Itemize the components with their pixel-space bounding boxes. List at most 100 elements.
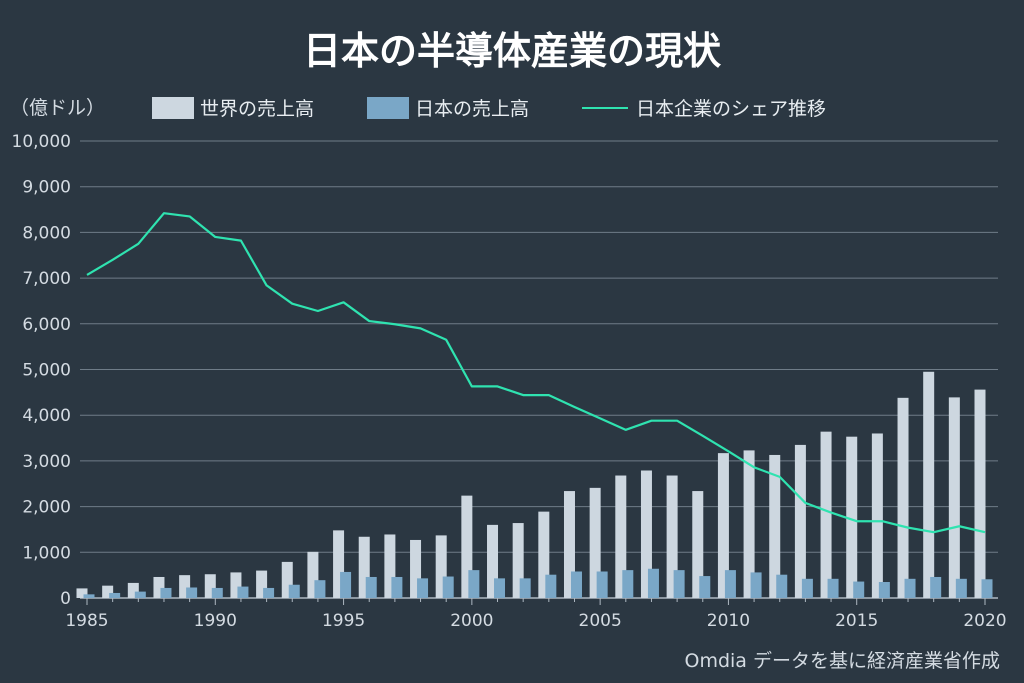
bar-japan-2006 bbox=[622, 570, 634, 598]
bar-world-2007 bbox=[640, 470, 652, 598]
bar-world-2015 bbox=[846, 436, 858, 598]
bar-world-2006 bbox=[615, 475, 627, 598]
bar-japan-1997 bbox=[391, 576, 403, 598]
bar-world-2002 bbox=[512, 523, 524, 598]
bar-japan-1985 bbox=[83, 594, 95, 598]
bar-world-2013 bbox=[794, 444, 806, 598]
bar-japan-1990 bbox=[211, 587, 223, 598]
bar-world-2016 bbox=[871, 433, 883, 598]
bar-world-1998 bbox=[410, 539, 422, 598]
chart-title: 日本の半導体産業の現状 bbox=[303, 29, 722, 73]
bar-world-1999 bbox=[435, 535, 447, 598]
x-tick-labels: 1985 1990 1995 2000 2005 2010 2015 2020 bbox=[65, 598, 1007, 631]
bar-world-1997 bbox=[384, 534, 396, 598]
bar-world-1991 bbox=[230, 572, 242, 598]
bar-japan-2004 bbox=[570, 571, 582, 598]
bar-japan-2008 bbox=[673, 570, 685, 598]
bar-world-2019 bbox=[948, 397, 960, 598]
world-sales-bars bbox=[76, 371, 986, 598]
bar-world-1985 bbox=[76, 588, 88, 598]
bar-japan-2000 bbox=[468, 570, 480, 598]
bar-japan-1995 bbox=[340, 571, 352, 598]
y-axis-unit-label: （億ドル） bbox=[10, 97, 105, 119]
bar-japan-2012 bbox=[776, 574, 788, 598]
bar-japan-2016 bbox=[878, 582, 890, 598]
bar-world-1994 bbox=[307, 551, 319, 598]
y-tick-label: 5,000 bbox=[22, 361, 71, 381]
bar-japan-2017 bbox=[904, 578, 916, 598]
bar-japan-1999 bbox=[442, 576, 454, 598]
japan-sales-bars bbox=[83, 568, 993, 598]
legend-swatch-world-sales bbox=[152, 97, 194, 119]
bar-japan-1996 bbox=[365, 576, 377, 598]
bar-world-2005 bbox=[589, 487, 601, 598]
bar-japan-2010 bbox=[724, 570, 736, 598]
y-tick-label: 1,000 bbox=[22, 543, 71, 563]
bar-world-2000 bbox=[461, 495, 473, 598]
y-tick-label: 4,000 bbox=[22, 406, 71, 426]
bar-japan-1998 bbox=[417, 578, 429, 598]
bar-world-2017 bbox=[897, 397, 909, 598]
bar-world-2001 bbox=[487, 524, 499, 598]
bar-world-1990 bbox=[204, 574, 216, 598]
y-tick-labels: 0 1,000 2,000 3,000 4,000 5,000 6,000 7,000 8,00… bbox=[12, 132, 71, 609]
bar-world-1987 bbox=[127, 582, 139, 598]
y-tick-label: 7,000 bbox=[22, 269, 71, 289]
bar-japan-2019 bbox=[955, 578, 967, 598]
bar-japan-2011 bbox=[750, 572, 762, 598]
x-tick-label: 1985 bbox=[65, 611, 108, 631]
bar-world-1993 bbox=[281, 561, 293, 598]
bar-japan-2005 bbox=[596, 571, 608, 598]
bar-world-2018 bbox=[923, 371, 935, 598]
x-tick-label: 2005 bbox=[579, 611, 622, 631]
bar-world-2009 bbox=[692, 491, 704, 598]
y-tick-label: 0 bbox=[60, 589, 71, 609]
bar-japan-1987 bbox=[134, 591, 146, 598]
legend-swatch-japan-sales bbox=[367, 97, 409, 119]
bar-japan-2009 bbox=[699, 576, 711, 598]
bar-japan-1991 bbox=[237, 586, 249, 598]
bar-japan-2007 bbox=[647, 568, 659, 598]
bar-japan-1994 bbox=[314, 580, 326, 598]
legend-label-japan-share: 日本企業のシェア推移 bbox=[636, 98, 826, 120]
bar-world-1986 bbox=[102, 585, 114, 598]
legend: 世界の売上高 日本の売上高 日本企業のシェア推移 bbox=[152, 97, 826, 120]
bar-japan-1989 bbox=[186, 587, 198, 598]
x-tick-label: 1995 bbox=[322, 611, 365, 631]
bar-world-2012 bbox=[769, 454, 781, 598]
bar-japan-2013 bbox=[801, 578, 813, 598]
bar-world-2004 bbox=[563, 491, 575, 598]
bar-world-2020 bbox=[974, 389, 986, 598]
x-tick-label: 2000 bbox=[450, 611, 493, 631]
bar-world-2014 bbox=[820, 431, 832, 598]
source-note: Omdia データを基に経済産業省作成 bbox=[685, 650, 1001, 672]
x-tick-label: 2010 bbox=[707, 611, 750, 631]
bar-japan-2020 bbox=[981, 579, 993, 598]
y-tick-label: 9,000 bbox=[22, 178, 71, 198]
bar-japan-1988 bbox=[160, 587, 172, 598]
x-tick-label: 2020 bbox=[963, 611, 1006, 631]
bar-world-1996 bbox=[358, 536, 370, 598]
bar-japan-2018 bbox=[930, 576, 942, 598]
japan-share-line bbox=[86, 212, 986, 534]
bar-world-2011 bbox=[743, 450, 755, 598]
bar-world-1995 bbox=[333, 530, 345, 598]
bar-world-2003 bbox=[538, 511, 550, 598]
x-tick-label: 2015 bbox=[835, 611, 878, 631]
bar-world-1989 bbox=[179, 575, 191, 598]
bar-world-2010 bbox=[717, 453, 729, 598]
legend-label-japan-sales: 日本の売上高 bbox=[415, 98, 529, 120]
bar-world-1988 bbox=[153, 576, 165, 598]
japan-share-line-group bbox=[86, 212, 986, 534]
y-tick-label: 10,000 bbox=[12, 132, 71, 152]
bar-japan-2001 bbox=[494, 578, 506, 598]
bar-world-1992 bbox=[256, 570, 268, 598]
bar-japan-1986 bbox=[109, 592, 121, 598]
bar-japan-2014 bbox=[827, 578, 839, 598]
bar-japan-2002 bbox=[519, 578, 531, 598]
x-tick-label: 1990 bbox=[194, 611, 237, 631]
bar-world-2008 bbox=[666, 475, 678, 598]
legend-label-world-sales: 世界の売上高 bbox=[200, 98, 314, 120]
